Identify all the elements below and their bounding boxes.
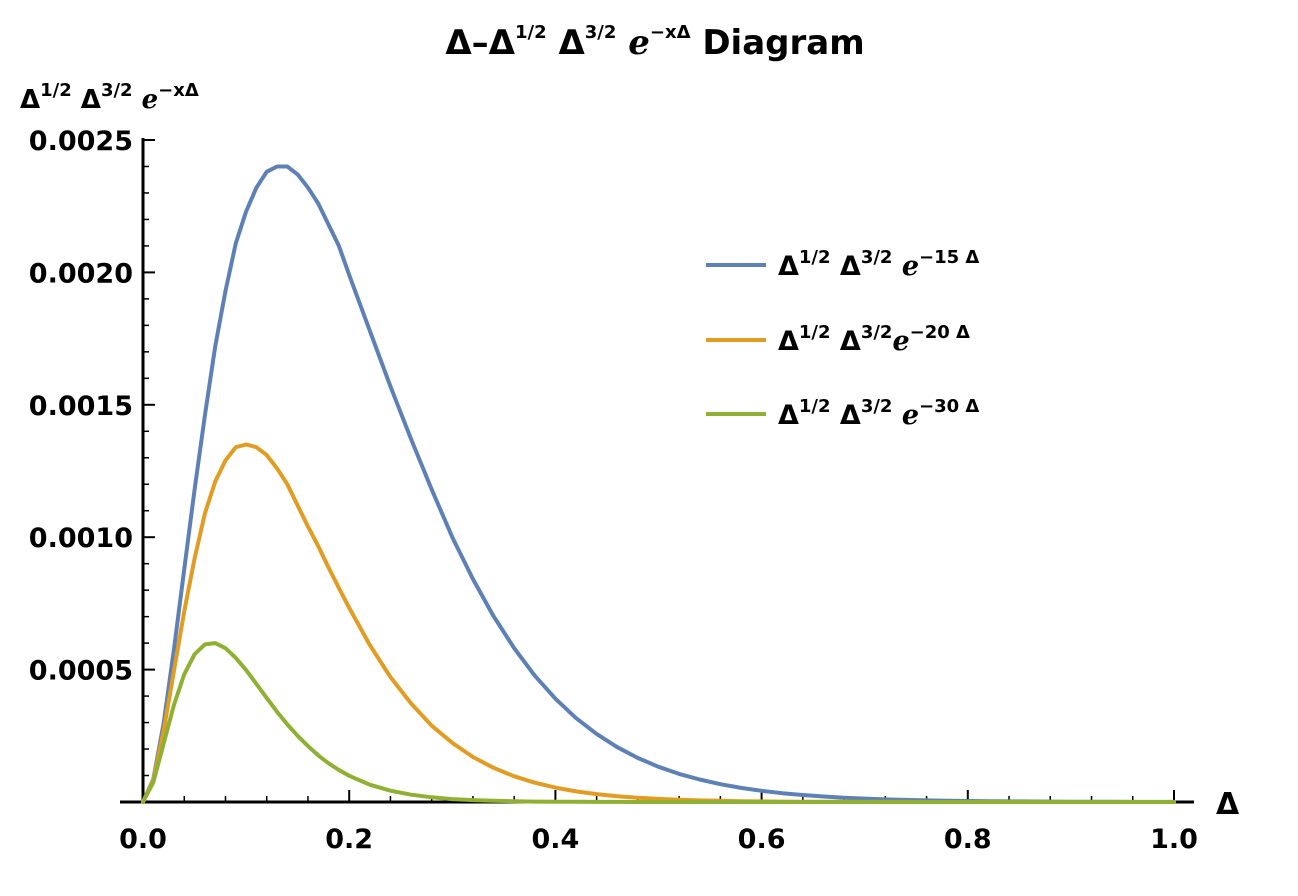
chart-title: Δ–Δ1/2 Δ3/2 e−xΔ Diagram [445,22,864,63]
y-tick-label: 0.0015 [29,391,133,422]
legend-label-series-2: Δ1/2 Δ3/2e−20 Δ [778,322,970,357]
y-tick-label: 0.0025 [29,126,133,157]
legend-item-series-2: Δ1/2 Δ3/2e−20 Δ [706,322,970,357]
x-tick-label: 0.6 [738,824,786,855]
legend-label-series-1: Δ1/2 Δ3/2 e−15 Δ [778,247,979,282]
y-tick-label: 0.0005 [29,656,133,687]
x-tick-label: 0.2 [325,824,373,855]
x-tick-label: 0.8 [944,824,992,855]
tick-labels: 0.0 0.2 0.4 0.6 0.8 1.0 0.0005 0.0010 0.0015 0.00… [29,126,1198,855]
x-axis-label: Δ [1216,787,1240,822]
y-tick-label: 0.0020 [29,258,133,289]
legend-item-series-1: Δ1/2 Δ3/2 e−15 Δ [706,247,979,282]
legend-label-series-3: Δ1/2 Δ3/2 e−30 Δ [778,396,979,431]
x-tick-label: 0.0 [119,824,167,855]
legend: Δ1/2 Δ3/2 e−15 Δ Δ1/2 Δ3/2e−20 Δ Δ1/2 Δ3… [706,247,979,431]
series-lines [141,164,1176,804]
axis-ticks [142,139,1175,802]
x-tick-label: 1.0 [1150,824,1198,855]
y-tick-label: 0.0010 [29,523,133,554]
legend-item-series-3: Δ1/2 Δ3/2 e−30 Δ [706,396,979,431]
y-axis-label: Δ1/2 Δ3/2 e−xΔ [20,80,199,115]
series-line-3 [141,641,1176,804]
series-line-2 [141,442,1176,804]
x-tick-label: 0.4 [531,824,579,855]
series-line-1 [141,164,1176,804]
